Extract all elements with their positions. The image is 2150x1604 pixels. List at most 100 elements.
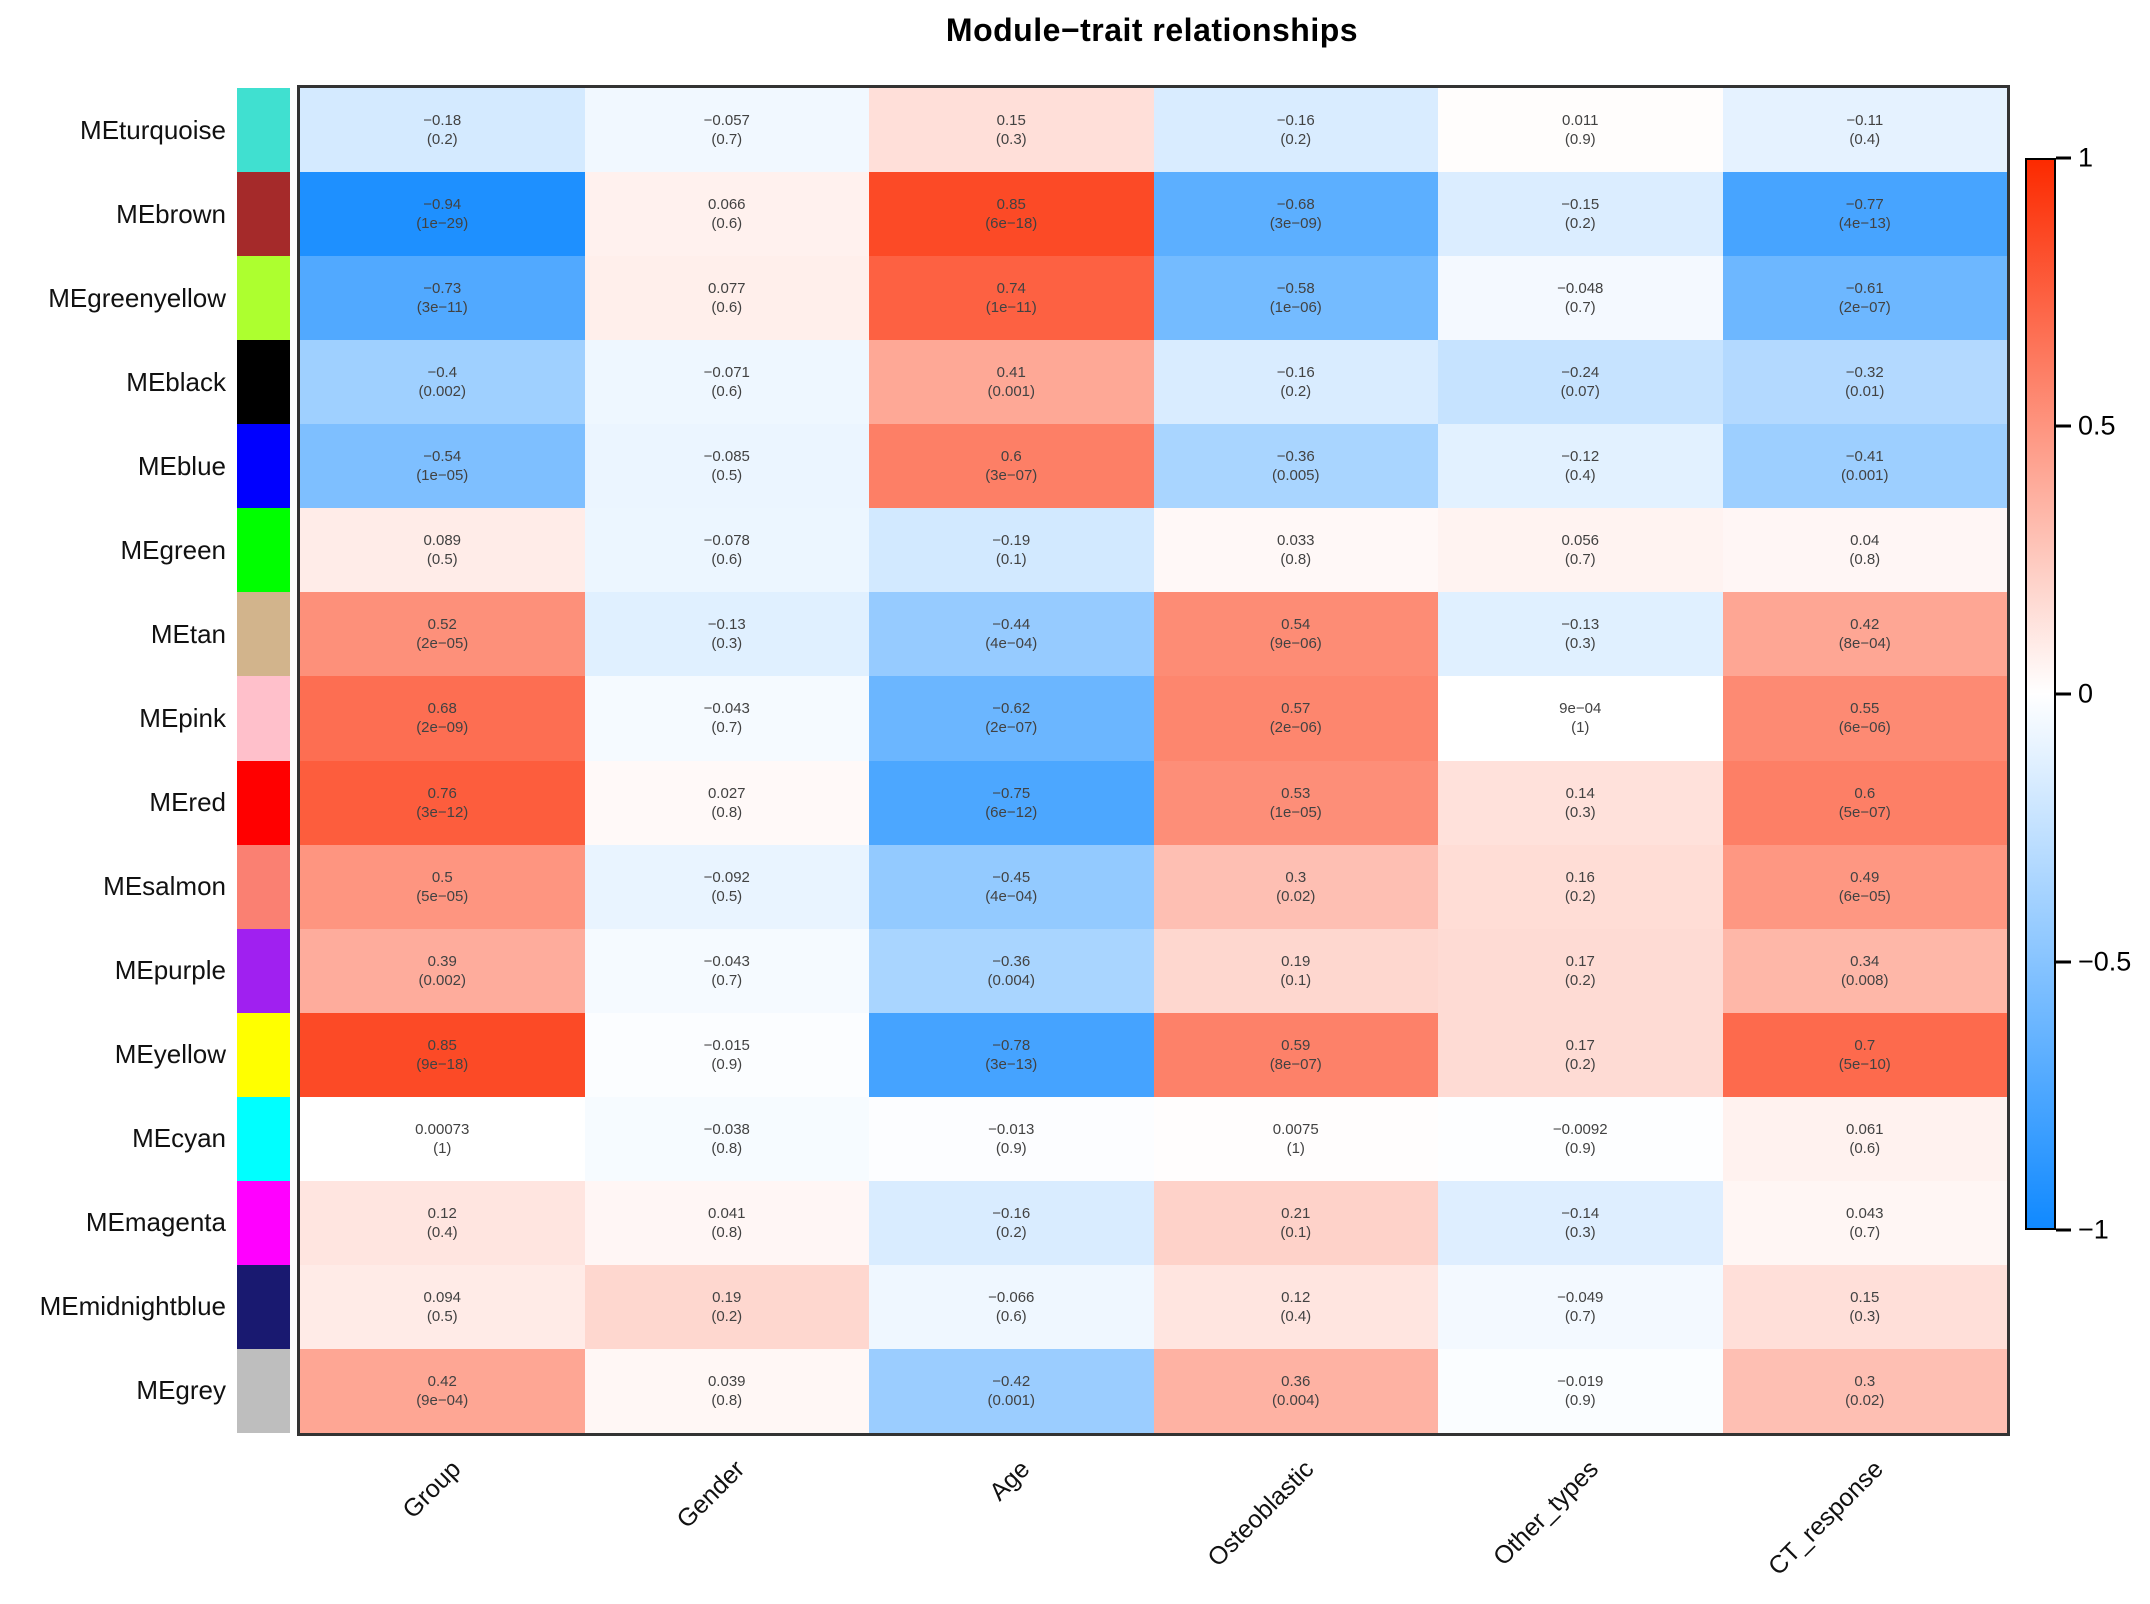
heatmap-cell: −0.16 (0.2): [1153, 88, 1438, 173]
p-value: (3e−09): [1269, 215, 1322, 233]
p-value: (0.7): [1564, 1307, 1596, 1325]
colorbar-tick: 1: [2056, 143, 2093, 174]
p-value: (1e−05): [1269, 803, 1322, 821]
p-value: (0.5): [426, 551, 458, 569]
correlation-value: −0.61: [1845, 280, 1884, 298]
correlation-value: 0.19: [712, 1288, 742, 1306]
p-value: (0.1): [1280, 1223, 1312, 1241]
p-value: (9e−06): [1269, 635, 1322, 653]
correlation-value: 0.57: [1281, 700, 1311, 718]
correlation-value: −0.16: [992, 1204, 1031, 1222]
correlation-value: −0.038: [703, 1120, 750, 1138]
p-value: (0.6): [711, 299, 743, 317]
p-value: (0.001): [987, 383, 1036, 401]
heatmap-cell: −0.013 (0.9): [869, 1096, 1154, 1181]
correlation-value: −0.057: [703, 112, 750, 130]
heatmap-cell: 0.19 (0.2): [584, 1264, 869, 1349]
correlation-value: 0.39: [427, 952, 457, 970]
correlation-value: −0.62: [992, 700, 1031, 718]
correlation-value: 0.19: [1281, 952, 1311, 970]
heatmap-cell: 0.17 (0.2): [1438, 928, 1723, 1013]
heatmap-cell: 0.19 (0.1): [1153, 928, 1438, 1013]
heatmap-cell: −0.54 (1e−05): [300, 424, 585, 509]
correlation-value: −0.092: [703, 868, 750, 886]
colorbar-tick-label: 1: [2078, 142, 2094, 173]
correlation-value: 0.54: [1281, 616, 1311, 634]
colorbar-tick-labels: 1 0.5 0 −0.5 −1: [2056, 143, 2150, 1245]
correlation-value: 0.49: [1850, 868, 1880, 886]
heatmap-cell: 0.041 (0.8): [584, 1180, 869, 1265]
heatmap-cell: 0.033 (0.8): [1153, 508, 1438, 593]
p-value: (0.9): [995, 1139, 1027, 1157]
heatmap-cell: 0.53 (1e−05): [1153, 760, 1438, 845]
p-value: (0.4): [1849, 131, 1881, 149]
p-value: (0.8): [1849, 551, 1881, 569]
heatmap-cell: −0.36 (0.005): [1153, 424, 1438, 509]
heatmap-row: 0.85 (9e−18) −0.015 (0.9) −0.78 (3e−13) 0.59 (8…: [300, 1012, 2007, 1097]
p-value: (5e−05): [416, 887, 469, 905]
module-label-meyellow: MEyellow: [114, 1039, 226, 1070]
module-color-swatch: [237, 340, 290, 425]
correlation-value: 0.74: [996, 280, 1026, 298]
p-value: (0.8): [711, 803, 743, 821]
correlation-value: −0.043: [703, 700, 750, 718]
p-value: (0.3): [995, 131, 1027, 149]
correlation-value: 0.066: [707, 196, 746, 214]
heatmap-cell: 0.066 (0.6): [584, 172, 869, 257]
heatmap-cell: −0.092 (0.5): [584, 844, 869, 929]
module-row-labels: MEturquoise MEbrown MEgreenyellow MEblack ME…: [0, 88, 226, 1433]
p-value: (0.6): [1849, 1139, 1881, 1157]
correlation-value: 0.077: [707, 280, 746, 298]
heatmap-cell: −0.44 (4e−04): [869, 592, 1154, 677]
p-value: (4e−04): [985, 635, 1038, 653]
heatmap-cell: 0.039 (0.8): [584, 1348, 869, 1433]
p-value: (0.5): [711, 467, 743, 485]
correlation-value: −0.18: [423, 112, 462, 130]
heatmap-cell: 0.14 (0.3): [1438, 760, 1723, 845]
p-value: (0.3): [1564, 635, 1596, 653]
p-value: (0.4): [1564, 467, 1596, 485]
correlation-value: −0.32: [1845, 364, 1884, 382]
heatmap-cell: −0.019 (0.9): [1438, 1348, 1723, 1433]
correlation-value: 0.68: [427, 700, 457, 718]
module-label-megreen: MEgreen: [120, 534, 227, 565]
heatmap-cell: 0.3 (0.02): [1153, 844, 1438, 929]
p-value: (2e−05): [416, 635, 469, 653]
module-label-memidnightblue: MEmidnightblue: [39, 1291, 226, 1322]
colorbar-tick: 0: [2056, 679, 2093, 710]
heatmap-cell: −0.049 (0.7): [1438, 1264, 1723, 1349]
heatmap-cell: 0.42 (9e−04): [300, 1348, 585, 1433]
heatmap-row: 0.42 (9e−04) 0.039 (0.8) −0.42 (0.001) 0.36 (0.…: [300, 1348, 2007, 1433]
p-value: (0.1): [1280, 971, 1312, 989]
correlation-value: −0.19: [992, 532, 1031, 550]
correlation-value: −0.13: [1561, 616, 1600, 634]
correlation-value: 0.21: [1281, 1204, 1311, 1222]
p-value: (0.6): [995, 1307, 1027, 1325]
module-color-swatch: [237, 844, 290, 929]
p-value: (0.2): [1564, 887, 1596, 905]
module-label-meblack: MEblack: [126, 366, 226, 397]
heatmap-cell: −0.043 (0.7): [584, 676, 869, 761]
correlation-value: 0.59: [1281, 1036, 1311, 1054]
p-value: (4e−13): [1838, 215, 1891, 233]
heatmap-cell: −0.048 (0.7): [1438, 256, 1723, 341]
trait-label-other_types: Other_types: [1487, 1455, 1605, 1572]
correlation-value: 0.056: [1561, 532, 1600, 550]
module-color-swatch: [237, 1180, 290, 1265]
heatmap-row: 0.089 (0.5) −0.078 (0.6) −0.19 (0.1) 0.033 (0.8…: [300, 508, 2007, 593]
p-value: (3e−07): [985, 467, 1038, 485]
trait-label-group: Group: [397, 1455, 467, 1524]
p-value: (0.6): [711, 551, 743, 569]
module-label-meblue: MEblue: [137, 450, 226, 481]
correlation-value: 0.16: [1565, 868, 1595, 886]
p-value: (2e−07): [1838, 299, 1891, 317]
correlation-value: −0.0092: [1552, 1120, 1608, 1138]
correlation-value: 0.76: [427, 784, 457, 802]
colorbar-tick: −0.5: [2056, 947, 2131, 978]
p-value: (0.6): [711, 383, 743, 401]
heatmap-cell: 0.12 (0.4): [300, 1180, 585, 1265]
heatmap-cell: −0.45 (4e−04): [869, 844, 1154, 929]
correlation-value: 0.043: [1845, 1204, 1884, 1222]
heatmap-cell: −0.75 (6e−12): [869, 760, 1154, 845]
correlation-value: 0.089: [423, 532, 462, 550]
